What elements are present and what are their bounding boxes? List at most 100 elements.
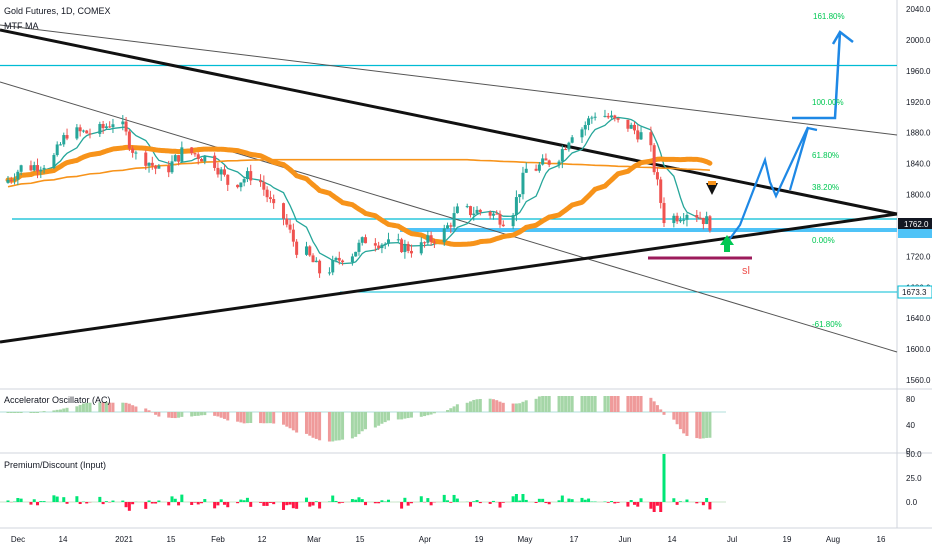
candle[interactable] bbox=[6, 179, 10, 183]
candle[interactable] bbox=[58, 144, 62, 146]
candle[interactable] bbox=[88, 133, 92, 135]
symbol-title[interactable]: Gold Futures, 1D, COMEX bbox=[4, 6, 111, 16]
candle[interactable] bbox=[200, 158, 204, 162]
candle[interactable] bbox=[613, 115, 617, 119]
candle[interactable] bbox=[239, 182, 243, 188]
pd-panel-title[interactable]: Premium/Discount (Input) bbox=[4, 460, 106, 470]
candle[interactable] bbox=[446, 225, 450, 229]
candle[interactable] bbox=[564, 149, 568, 151]
candle[interactable] bbox=[649, 132, 653, 146]
candle[interactable] bbox=[16, 171, 20, 180]
candle[interactable] bbox=[632, 124, 636, 131]
candle[interactable] bbox=[245, 171, 249, 180]
candle[interactable] bbox=[32, 165, 36, 171]
candle[interactable] bbox=[354, 251, 358, 257]
candle[interactable] bbox=[708, 216, 712, 231]
candle[interactable] bbox=[429, 235, 433, 242]
candle[interactable] bbox=[567, 142, 571, 150]
candle[interactable] bbox=[75, 127, 79, 139]
candle[interactable] bbox=[147, 162, 151, 166]
candle[interactable] bbox=[134, 152, 138, 154]
candle[interactable] bbox=[295, 241, 299, 255]
candle[interactable] bbox=[580, 129, 584, 138]
candle[interactable] bbox=[629, 124, 633, 129]
time-axis[interactable]: Dec 14 2021 15 Feb 12 Mar 15 Apr 19 May 17 Jun 14 Jul 1… bbox=[11, 535, 886, 544]
candle[interactable] bbox=[364, 237, 368, 244]
candle[interactable] bbox=[386, 239, 390, 244]
candle[interactable] bbox=[334, 257, 338, 260]
triangle-lower-trendline[interactable] bbox=[0, 212, 898, 344]
candle[interactable] bbox=[544, 158, 548, 161]
candle[interactable] bbox=[590, 117, 594, 119]
candle[interactable] bbox=[603, 115, 607, 117]
candle[interactable] bbox=[311, 255, 315, 263]
candle[interactable] bbox=[583, 125, 587, 130]
candle[interactable] bbox=[357, 242, 361, 252]
candle[interactable] bbox=[350, 256, 354, 263]
candle[interactable] bbox=[498, 213, 502, 225]
candle[interactable] bbox=[52, 155, 56, 168]
candle[interactable] bbox=[501, 224, 505, 227]
candle[interactable] bbox=[327, 272, 331, 274]
candle[interactable] bbox=[547, 160, 551, 165]
candle[interactable] bbox=[518, 194, 522, 198]
candle[interactable] bbox=[491, 213, 495, 216]
candle[interactable] bbox=[157, 165, 161, 169]
candle[interactable] bbox=[65, 135, 69, 139]
candle[interactable] bbox=[36, 165, 40, 172]
indicator-label[interactable]: MTF MA bbox=[4, 21, 39, 31]
candle[interactable] bbox=[85, 130, 89, 134]
candle[interactable] bbox=[639, 132, 643, 140]
candle[interactable] bbox=[403, 243, 407, 253]
candle[interactable] bbox=[331, 259, 335, 273]
candle[interactable] bbox=[541, 158, 545, 165]
candle[interactable] bbox=[695, 215, 699, 218]
candle[interactable] bbox=[55, 144, 59, 156]
candle[interactable] bbox=[29, 165, 33, 171]
candle[interactable] bbox=[423, 242, 427, 244]
candle[interactable] bbox=[675, 215, 679, 222]
candle[interactable] bbox=[511, 215, 515, 227]
candle[interactable] bbox=[701, 217, 705, 225]
ac-histogram[interactable] bbox=[6, 396, 712, 442]
ac-panel-title[interactable]: Accelerator Oscillator (AC) bbox=[4, 395, 111, 405]
candle[interactable] bbox=[111, 124, 115, 128]
candle[interactable] bbox=[472, 213, 476, 216]
candle[interactable] bbox=[127, 131, 131, 149]
candle[interactable] bbox=[678, 219, 682, 222]
candle[interactable] bbox=[213, 155, 217, 168]
candle[interactable] bbox=[682, 219, 686, 221]
candle[interactable] bbox=[400, 239, 404, 253]
candle[interactable] bbox=[455, 206, 459, 214]
candle[interactable] bbox=[101, 124, 105, 129]
candle[interactable] bbox=[442, 228, 446, 243]
candle[interactable] bbox=[177, 155, 181, 162]
candle[interactable] bbox=[610, 115, 614, 118]
forecast-path-lower[interactable] bbox=[725, 126, 818, 245]
candle[interactable] bbox=[236, 184, 240, 188]
candle[interactable] bbox=[170, 161, 174, 173]
candle[interactable] bbox=[318, 260, 322, 274]
candle[interactable] bbox=[419, 242, 423, 254]
candle[interactable] bbox=[475, 209, 479, 214]
candle[interactable] bbox=[662, 202, 666, 224]
candle[interactable] bbox=[272, 199, 276, 204]
candle[interactable] bbox=[196, 154, 200, 159]
candle[interactable] bbox=[78, 127, 82, 132]
candle[interactable] bbox=[180, 147, 184, 162]
candle[interactable] bbox=[13, 179, 17, 181]
candle[interactable] bbox=[219, 169, 223, 175]
upper-channel-line[interactable] bbox=[0, 24, 898, 136]
candle[interactable] bbox=[249, 171, 253, 181]
candle[interactable] bbox=[242, 179, 246, 183]
candle[interactable] bbox=[655, 172, 659, 180]
candle[interactable] bbox=[537, 164, 541, 171]
candle[interactable] bbox=[524, 168, 528, 173]
candle[interactable] bbox=[452, 213, 456, 227]
triangle-upper-trendline[interactable] bbox=[0, 28, 898, 216]
candle[interactable] bbox=[285, 218, 289, 225]
candle[interactable] bbox=[203, 155, 207, 162]
candle[interactable] bbox=[291, 229, 295, 242]
candle[interactable] bbox=[288, 224, 292, 230]
